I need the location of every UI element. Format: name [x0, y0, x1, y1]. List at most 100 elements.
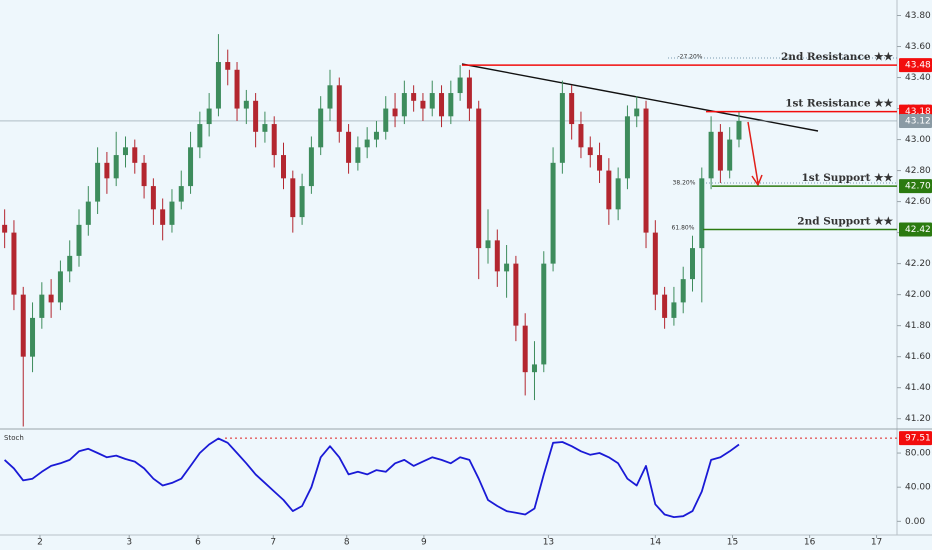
candle-body [606, 170, 612, 210]
fib-label: 38.20% [673, 180, 696, 187]
price-tag [899, 179, 932, 194]
candle-body [85, 201, 91, 225]
candle-body [429, 93, 435, 109]
candle-body [597, 155, 603, 171]
y-tick-label: 42.00 [905, 290, 931, 300]
candle-body [95, 162, 101, 202]
candle-body [411, 93, 417, 101]
y-tick-label: 41.80 [905, 321, 931, 331]
candle-body [122, 147, 128, 156]
price-tag-label: 42.70 [905, 182, 931, 192]
candle-body [420, 100, 426, 109]
candle-body [634, 108, 640, 117]
candle-body [206, 108, 212, 125]
x-tick-label: 13 [543, 538, 554, 548]
x-tick-label: 9 [421, 538, 427, 548]
trend-line [461, 63, 819, 132]
indicator-name: Stoch [4, 434, 24, 442]
price-tag-label: 43.18 [905, 107, 931, 117]
candle-body [57, 271, 63, 303]
candle-body [550, 162, 556, 264]
candle-body [271, 124, 277, 156]
candle-body [11, 232, 17, 295]
candle-body [169, 201, 175, 225]
candle-body [448, 93, 454, 117]
candle-body [578, 124, 584, 148]
x-tick-label: 14 [650, 538, 662, 548]
arrow [747, 121, 763, 187]
candle-body [671, 302, 677, 318]
y-tick-label: 41.40 [905, 383, 931, 393]
price-tag [899, 58, 932, 73]
candle-body [401, 93, 407, 117]
candle-body [485, 240, 491, 249]
candle-body [327, 85, 333, 109]
candle-body [476, 108, 482, 249]
candle-body [2, 224, 8, 233]
candle-body [262, 124, 268, 132]
candle-body [373, 131, 379, 140]
level-label: 1st Support ★★ [802, 172, 894, 184]
y-tick-label: 41.60 [905, 352, 931, 362]
candle-body [160, 209, 166, 225]
y-tick-label: 43.00 [905, 135, 931, 145]
candle-body [643, 108, 649, 233]
x-tick-label: 16 [804, 538, 816, 548]
candle-body [20, 294, 26, 357]
candle-body [690, 248, 696, 280]
candle-body [522, 325, 528, 373]
candle-body [290, 178, 296, 218]
candle-body [457, 77, 463, 94]
price-tag [899, 113, 932, 128]
y-tick-label: 80.00 [905, 449, 931, 459]
y-tick-label: 43.40 [905, 73, 931, 83]
candle-body [318, 108, 324, 148]
y-tick-label: 43.80 [905, 11, 931, 21]
candle-body [48, 294, 54, 303]
candle-body [569, 93, 575, 125]
candle-body [699, 178, 705, 249]
candle-body [392, 108, 398, 117]
candle-body [197, 124, 203, 148]
candle-body [504, 263, 510, 272]
candle-body [234, 69, 240, 109]
price-tag-label: 43.48 [905, 61, 931, 71]
candle-body [383, 108, 389, 132]
candle-body [346, 131, 352, 163]
price-tag-label: 97.51 [905, 434, 931, 444]
candle-body [39, 294, 45, 318]
candle-body [513, 263, 519, 326]
candle-body [541, 263, 547, 365]
candle-body [243, 100, 249, 109]
candle-body [141, 162, 147, 187]
y-tick-label: 43.60 [905, 42, 931, 52]
indicator-line [3, 437, 740, 518]
candle-body [717, 131, 723, 171]
price-tag [899, 431, 932, 446]
x-tick-label: 3 [126, 538, 132, 548]
y-tick-label: 42.20 [905, 259, 931, 269]
candle-body [188, 147, 194, 187]
candle-body [30, 317, 36, 357]
candle-body [113, 155, 119, 179]
candle-body [336, 85, 342, 132]
candle-body [652, 232, 658, 295]
candle-body [355, 147, 361, 163]
y-tick-label: 42.80 [905, 166, 931, 176]
y-tick-label: 0.00 [905, 517, 925, 527]
level-label: 2nd Resistance ★★ [781, 51, 894, 63]
candle-body [466, 77, 472, 109]
price-tag-label: 42.42 [905, 225, 931, 235]
x-tick-label: 6 [195, 538, 201, 548]
candle-body [531, 364, 537, 373]
y-tick-label: 41.20 [905, 414, 931, 424]
candle-body [132, 147, 138, 163]
candle-body [67, 255, 73, 272]
candle-body [624, 116, 630, 179]
price-tag-label: 43.12 [905, 116, 931, 126]
candle-body [680, 279, 686, 303]
y-tick-label: 40.00 [905, 483, 931, 493]
candle-body [494, 240, 500, 272]
